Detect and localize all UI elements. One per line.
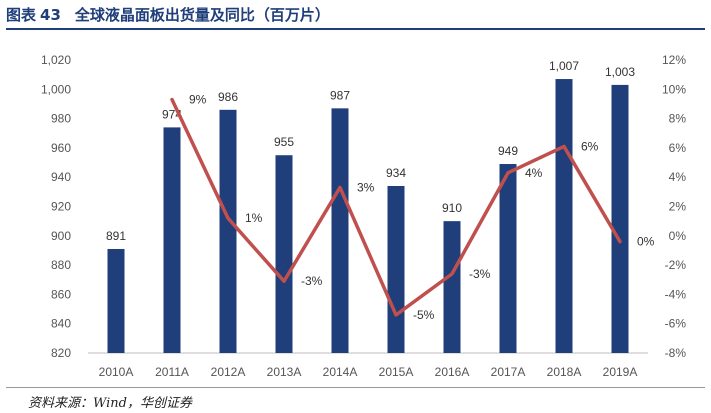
- x-tick-label: 2012A: [211, 365, 246, 379]
- title-prefix: 图表: [6, 6, 37, 24]
- bar: [387, 185, 405, 353]
- bar-label: 910: [442, 201, 462, 215]
- bar: [611, 84, 629, 353]
- bar-label: 934: [386, 166, 406, 180]
- line-label: 3%: [357, 180, 375, 194]
- bar: [555, 79, 573, 354]
- y-right-tick-label: 10%: [662, 82, 686, 96]
- x-tick-label: 2015A: [379, 365, 414, 379]
- x-tick-label: 2018A: [547, 365, 582, 379]
- title-rule: [6, 28, 705, 30]
- bar: [443, 221, 461, 353]
- x-tick-label: 2017A: [491, 365, 526, 379]
- title-text: 全球液晶面板出货量及同比（百万片）: [74, 6, 330, 24]
- line-label: -3%: [301, 274, 323, 288]
- y-right-tick-label: 6%: [669, 141, 687, 155]
- y-left-tick-label: 940: [51, 170, 71, 184]
- line-label: 1%: [245, 211, 263, 225]
- y-right-tick-label: -4%: [665, 287, 687, 301]
- y-left-tick-label: 860: [51, 287, 71, 301]
- y-right-tick-label: 2%: [669, 200, 687, 214]
- yoy-line: [170, 97, 622, 317]
- y-left-tick-label: 920: [51, 200, 71, 214]
- y-left-tick-label: 900: [51, 229, 71, 243]
- bar-label: 949: [498, 144, 518, 158]
- y-left-tick-label: 880: [51, 258, 71, 272]
- y-right-tick-label: -6%: [665, 317, 687, 331]
- bar-label: 1,003: [605, 65, 635, 79]
- y-left-tick-label: 840: [51, 317, 71, 331]
- y-left-tick-label: 1,020: [41, 53, 71, 67]
- line-label: 9%: [189, 93, 207, 107]
- y-left-tick-label: 980: [51, 112, 71, 126]
- line-label: 0%: [637, 235, 655, 249]
- y-right-tick-label: -8%: [665, 346, 687, 360]
- bar-label: 1,007: [549, 59, 579, 73]
- y-left-tick-label: 960: [51, 141, 71, 155]
- x-tick-label: 2010A: [99, 365, 134, 379]
- footer-rule: [6, 387, 705, 388]
- bar: [163, 127, 181, 353]
- y-right-tick-label: 0%: [669, 229, 687, 243]
- title-number: 43: [40, 6, 61, 24]
- source-note: 资料来源：Wind，华创证券: [28, 396, 192, 411]
- line-label: 4%: [525, 166, 543, 180]
- bar: [107, 248, 125, 353]
- bar: [499, 164, 517, 353]
- x-tick-label: 2016A: [435, 365, 470, 379]
- y-left-tick-label: 1,000: [41, 82, 71, 96]
- y-right-tick-label: 8%: [669, 112, 687, 126]
- y-right-tick-label: 4%: [669, 170, 687, 184]
- x-tick-label: 2014A: [323, 365, 358, 379]
- line-label: 6%: [581, 139, 599, 153]
- y-left-tick-label: 820: [51, 346, 71, 360]
- bar-label: 987: [330, 88, 350, 102]
- chart-title: 图表 43 全球液晶面板出货量及同比（百万片）: [6, 4, 330, 25]
- line-label: -3%: [469, 267, 491, 281]
- x-tick-label: 2019A: [603, 365, 638, 379]
- bar: [275, 155, 293, 353]
- y-right-tick-label: 12%: [662, 53, 686, 67]
- bar-label: 986: [218, 90, 238, 104]
- bar-label: 891: [106, 229, 126, 243]
- bar: [219, 109, 237, 353]
- x-tick-label: 2013A: [267, 365, 302, 379]
- bar: [331, 108, 349, 353]
- x-tick-label: 2011A: [155, 365, 189, 379]
- y-right-tick-label: -2%: [665, 258, 687, 272]
- bar-label: 955: [274, 135, 294, 149]
- line-label: -5%: [413, 308, 435, 322]
